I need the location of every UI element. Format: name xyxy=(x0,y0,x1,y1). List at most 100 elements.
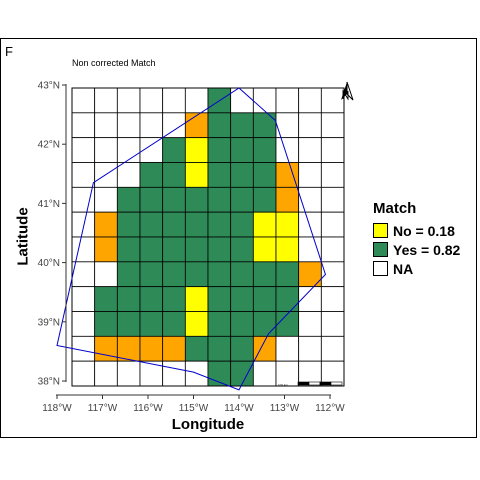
panel-letter: F xyxy=(5,44,13,59)
grid-cell xyxy=(275,211,300,238)
legend-key-na xyxy=(373,261,388,276)
grid-cell xyxy=(184,162,209,188)
grid-cell xyxy=(139,335,164,362)
x-tick-label: 114°W xyxy=(224,403,254,414)
grid-cell xyxy=(184,236,209,263)
y-tick-label: 43°N xyxy=(38,81,60,92)
grid-cell xyxy=(139,186,164,213)
grid-cell xyxy=(184,186,209,213)
scale-bar-segment xyxy=(297,381,310,386)
grid-cell xyxy=(116,311,141,337)
y-tick-label: 40°N xyxy=(38,258,60,269)
grid-cell xyxy=(320,211,345,238)
grid-cell xyxy=(320,311,345,337)
north-arrow-right xyxy=(346,81,354,101)
figure-frame xyxy=(0,38,477,438)
legend-item-yes: Yes = 0.82 xyxy=(373,240,460,259)
grid-cell xyxy=(275,87,300,114)
scale-bar-segment xyxy=(319,381,332,386)
grid-cell xyxy=(162,236,186,263)
grid-cell xyxy=(230,360,254,387)
grid-cell xyxy=(71,87,96,114)
grid-cell xyxy=(252,236,277,263)
y-tick-label: 39°N xyxy=(38,317,60,328)
grid-cell xyxy=(71,261,96,288)
grid-cell xyxy=(320,137,345,163)
scale-bar-segment xyxy=(330,381,343,386)
grid-cell xyxy=(139,360,164,387)
grid-cell xyxy=(184,87,209,114)
grid-cell xyxy=(139,236,164,263)
grid-cell xyxy=(275,311,300,337)
grid-cell xyxy=(184,311,209,337)
grid-cell xyxy=(320,261,345,288)
grid-cell xyxy=(184,137,209,163)
grid-cell xyxy=(207,162,232,188)
grid-cell xyxy=(162,311,186,337)
grid-cell xyxy=(320,286,345,312)
grid-cell xyxy=(94,335,118,362)
grid-cell xyxy=(298,186,322,213)
grid-cell xyxy=(94,236,118,263)
grid-cell xyxy=(275,261,300,288)
grid-cell xyxy=(139,87,164,114)
grid-cell xyxy=(207,112,232,139)
y-axis-title: Latitude xyxy=(14,207,32,266)
grid-cell xyxy=(207,186,232,213)
grid-cell xyxy=(320,162,345,188)
grid-cell xyxy=(298,162,322,188)
grid-cell xyxy=(252,186,277,213)
grid-cell xyxy=(275,186,300,213)
grid-cell xyxy=(298,211,322,238)
grid-cell xyxy=(116,286,141,312)
grid-cell xyxy=(207,286,232,312)
grid-cell xyxy=(162,162,186,188)
grid-cell xyxy=(94,360,118,387)
legend-key-yes xyxy=(373,242,388,257)
grid-cell xyxy=(162,186,186,213)
grid-cell xyxy=(230,286,254,312)
legend-item-no: No = 0.18 xyxy=(373,221,460,240)
grid-cell xyxy=(162,211,186,238)
grid-cell xyxy=(162,137,186,163)
grid-cell xyxy=(71,112,96,139)
grid-cell xyxy=(184,211,209,238)
grid-cell xyxy=(252,137,277,163)
grid-cell xyxy=(275,162,300,188)
legend-label-na: NA xyxy=(393,260,414,277)
grid-cell xyxy=(139,162,164,188)
grid-cell xyxy=(94,186,118,213)
grid-cell xyxy=(71,162,96,188)
grid-cell xyxy=(230,112,254,139)
axes: 118°W 117°W 116°W 115°W 114°W 113°W 112°W 43°N 4… xyxy=(38,81,346,415)
panel-border xyxy=(71,87,345,387)
grid-cell xyxy=(71,360,96,387)
grid-cell xyxy=(184,261,209,288)
grid-cell xyxy=(207,261,232,288)
legend-label-no: No = 0.18 xyxy=(393,222,455,239)
grid-cell xyxy=(252,162,277,188)
grid-cell xyxy=(207,311,232,337)
grid-cell xyxy=(162,261,186,288)
grid-cell xyxy=(298,236,322,263)
grid-cell xyxy=(94,286,118,312)
grid-cell xyxy=(252,261,277,288)
grid-cell xyxy=(139,286,164,312)
grid-cell xyxy=(320,87,345,114)
scale-bar-label: 100 km xyxy=(278,383,288,387)
grid-cells xyxy=(71,87,345,387)
x-tick-label: 118°W xyxy=(42,403,72,414)
grid-cell xyxy=(275,335,300,362)
grid-cell xyxy=(116,186,141,213)
legend: Match No = 0.18 Yes = 0.82 NA xyxy=(373,200,460,278)
x-tick-label: 113°W xyxy=(270,403,300,414)
grid-cell xyxy=(71,236,96,263)
grid-cell xyxy=(184,335,209,362)
grid-cell xyxy=(71,311,96,337)
legend-label-yes: Yes = 0.82 xyxy=(393,241,461,258)
grid-cell xyxy=(252,112,277,139)
grid-cell xyxy=(298,112,322,139)
grid-cell xyxy=(320,335,345,362)
grid-cell xyxy=(116,137,141,163)
grid-cell xyxy=(116,112,141,139)
